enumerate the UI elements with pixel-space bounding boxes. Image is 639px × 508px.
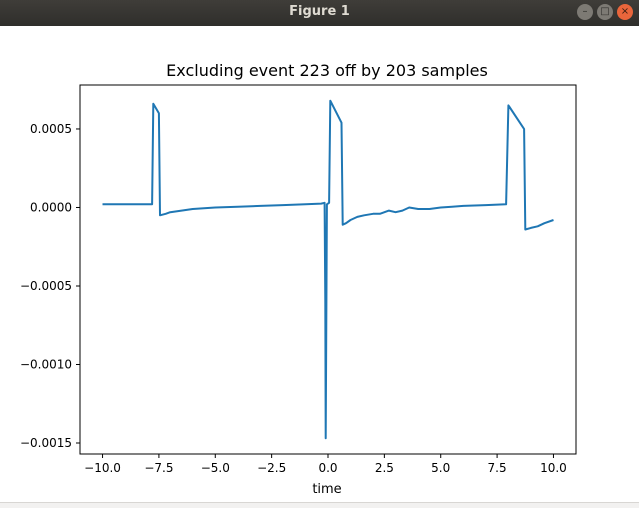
x-tick-label: −5.0 [201,461,230,475]
y-tick-label: −0.0015 [20,436,72,450]
window-titlebar: Figure 1 – □ × [0,0,639,26]
x-tick-label: −2.5 [257,461,286,475]
y-tick-label: −0.0010 [20,357,72,371]
close-icon[interactable]: × [617,4,633,20]
x-axis-label: time [312,482,341,497]
plot-area [79,84,577,455]
x-tick-label: 5.0 [431,461,450,475]
x-tick-label: 10.0 [540,461,567,475]
x-tick-label: 2.5 [375,461,394,475]
x-tick-label: 7.5 [488,461,507,475]
window-title: Figure 1 [289,4,350,19]
y-axis: 0.0005 0.0000 −0.0005 −0.0010 −0.0015 [20,122,80,450]
x-tick-label: −10.0 [84,461,121,475]
chart-title: Excluding event 223 off by 203 samples [166,61,488,80]
x-axis: −10.0 −7.5 −5.0 −2.5 0.0 2.5 5.0 7.5 10.0 [84,454,567,475]
y-tick-label: −0.0005 [20,279,72,293]
maximize-icon[interactable]: □ [597,4,613,20]
x-tick-label: −7.5 [144,461,173,475]
figure-canvas: Excluding event 223 off by 203 samples 0… [0,26,639,502]
window-bottom-edge [0,502,639,508]
minimize-icon[interactable]: – [577,4,593,20]
y-tick-label: 0.0005 [30,122,72,136]
x-tick-label: 0.0 [318,461,337,475]
chart: Excluding event 223 off by 203 samples 0… [20,61,577,497]
series-line [102,99,554,440]
y-tick-label: 0.0000 [30,200,72,214]
